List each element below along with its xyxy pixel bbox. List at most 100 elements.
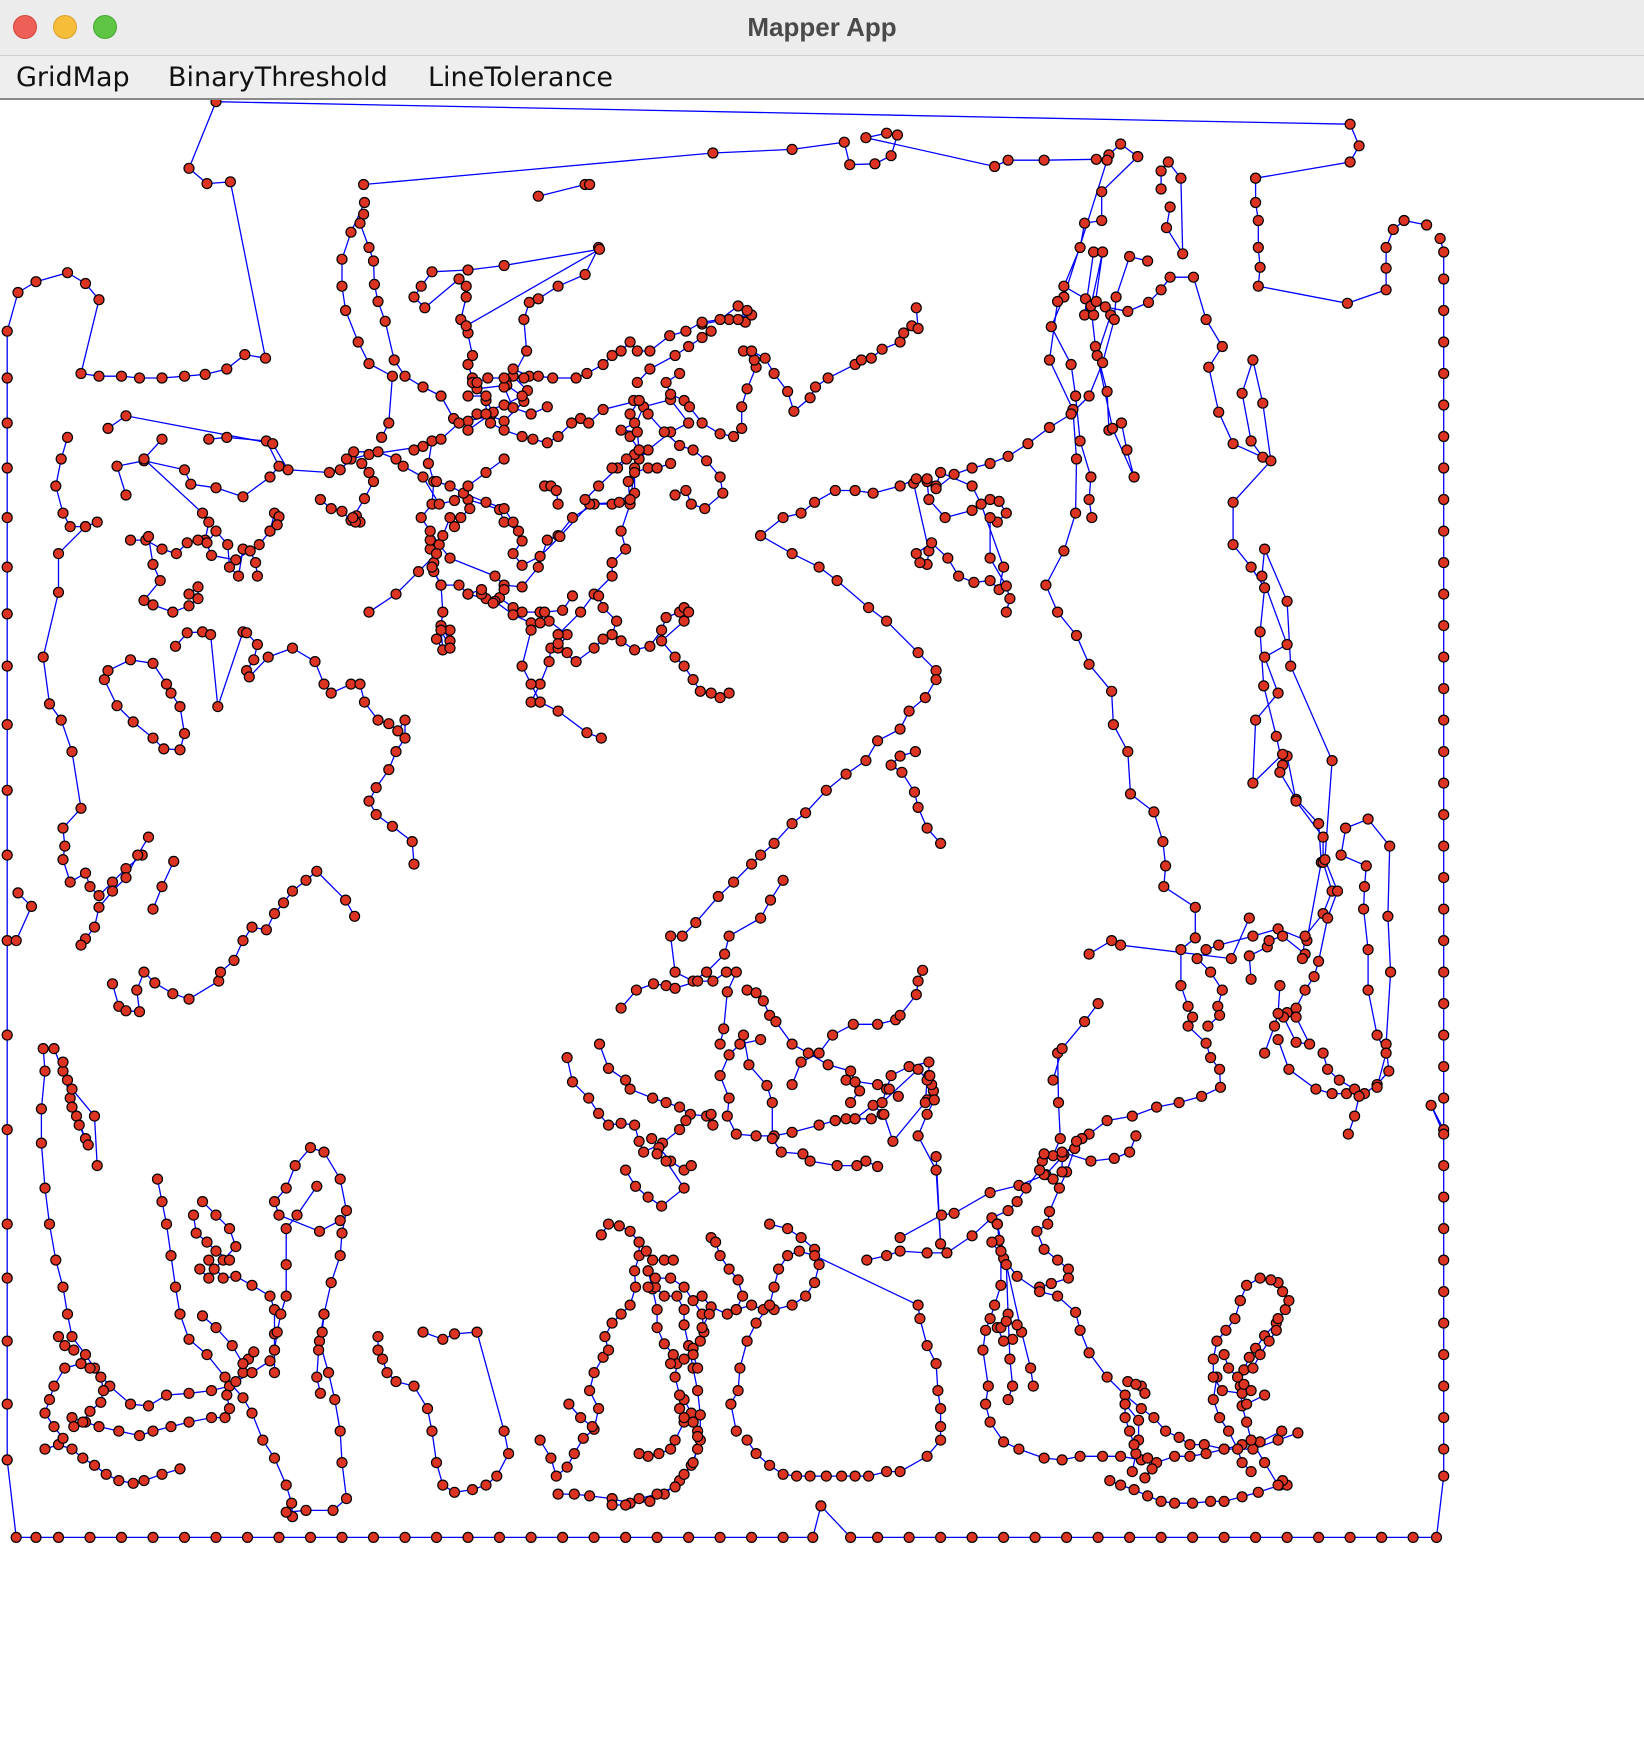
map-vertex-point <box>399 1531 411 1544</box>
map-canvas[interactable] <box>0 100 1644 1742</box>
zoom-window-button[interactable] <box>93 15 117 39</box>
map-segment-line <box>1052 1003 1099 1081</box>
map-vertex-point <box>844 1531 857 1544</box>
map-vertex-point <box>147 599 159 611</box>
title-bar[interactable]: Mapper App <box>0 0 1644 56</box>
map-vertex-point <box>1438 557 1450 569</box>
map-vertex-point <box>1043 421 1056 434</box>
map-vertex-point <box>896 766 908 778</box>
map-vertex-point <box>664 388 677 400</box>
minimize-window-button[interactable] <box>53 15 77 39</box>
map-vertex-point <box>57 1056 69 1068</box>
map-vertex-point <box>923 493 935 506</box>
map-vertex-point <box>1348 1110 1361 1122</box>
map-vertex-point <box>1371 1029 1383 1041</box>
map-vertex-point <box>280 1506 292 1518</box>
map-vertex-point <box>1204 1051 1217 1064</box>
map-vertex-point <box>1141 1490 1154 1502</box>
map-vertex-point <box>397 460 409 472</box>
map-vertex-point <box>871 1160 884 1173</box>
map-vertex-point <box>1312 1531 1325 1544</box>
map-vertex-point <box>1360 860 1372 872</box>
map-vertex-point <box>696 316 708 328</box>
map-vertex-point <box>241 627 253 639</box>
map-vertex-point <box>861 1254 873 1266</box>
map-vertex-point <box>1240 1279 1253 1291</box>
map-vertex-point <box>642 1265 654 1277</box>
menu-line-tolerance[interactable]: LineTolerance <box>428 62 614 93</box>
map-vertex-point <box>133 1006 146 1018</box>
map-vertex-point <box>642 1191 654 1203</box>
map-vertex-point <box>534 1434 546 1446</box>
map-vertex-point <box>880 615 893 627</box>
map-vertex-point <box>687 1294 699 1307</box>
map-vertex-point <box>1272 1479 1284 1491</box>
menu-binary-threshold[interactable]: BinaryThreshold <box>168 62 388 93</box>
map-vertex-point <box>1438 1222 1450 1235</box>
map-segment-line <box>377 1331 510 1493</box>
map-vertex-point <box>1225 952 1237 965</box>
map-vertex-point <box>390 745 402 758</box>
map-vertex-point <box>203 1254 215 1266</box>
map-vertex-point <box>1438 246 1450 258</box>
map-vertex-point <box>876 343 888 355</box>
map-vertex-point <box>516 390 528 402</box>
map-vertex-point <box>37 1042 49 1055</box>
map-vertex-point <box>448 1328 461 1340</box>
map-vertex-point <box>221 1389 233 1401</box>
map-vertex-point <box>721 1110 733 1122</box>
map-vertex-point <box>750 1130 762 1142</box>
map-vertex-point <box>1245 1434 1257 1446</box>
map-vertex-point <box>714 1069 726 1082</box>
map-vertex-point <box>88 1459 101 1471</box>
map-vertex-point <box>183 588 195 600</box>
map-vertex-point <box>642 1281 654 1293</box>
menu-gridmap[interactable]: GridMap <box>16 62 130 93</box>
close-window-button[interactable] <box>13 15 37 39</box>
map-vertex-point <box>885 759 897 771</box>
map-vertex-point <box>525 408 537 420</box>
map-vertex-point <box>786 1078 798 1091</box>
map-vertex-point <box>1218 1495 1230 1508</box>
map-vertex-point <box>138 594 150 606</box>
map-vertex-point <box>1240 1398 1253 1410</box>
map-vertex-point <box>583 178 596 191</box>
map-vertex-point <box>1110 291 1122 303</box>
map-vertex-point <box>928 1094 940 1106</box>
map-vertex-point <box>849 484 861 497</box>
map-vertex-point <box>93 370 105 382</box>
map-vertex-point <box>43 1218 56 1230</box>
map-vertex-point <box>147 657 159 670</box>
map-vertex-point <box>1438 1191 1450 1203</box>
map-vertex-point <box>1115 417 1128 429</box>
map-vertex-point <box>132 849 144 861</box>
map-vertex-point <box>1139 1472 1151 1484</box>
map-vertex-point <box>147 732 159 744</box>
map-vertex-point <box>1031 1225 1043 1237</box>
map-vertex-point <box>1105 685 1118 697</box>
map-vertex-point <box>466 349 479 362</box>
map-vertex-point <box>1249 1531 1262 1544</box>
map-vertex-point <box>1006 1380 1019 1392</box>
map-vertex-point <box>694 1409 706 1421</box>
map-vertex-point <box>239 349 251 361</box>
map-vertex-point <box>1 1335 13 1347</box>
map-vertex-point <box>984 1312 996 1325</box>
map-vertex-point <box>1296 952 1309 965</box>
map-vertex-point <box>831 1159 843 1172</box>
map-vertex-point <box>392 725 404 737</box>
map-vertex-point <box>147 903 159 915</box>
map-vertex-point <box>237 491 249 503</box>
map-vertex-point <box>602 1119 615 1131</box>
map-vertex-point <box>1 512 13 524</box>
map-vertex-point <box>1200 1037 1212 1049</box>
map-vertex-point <box>1331 885 1344 897</box>
map-vertex-point <box>602 1344 615 1356</box>
map-vertex-point <box>230 1270 242 1282</box>
map-vertex-point <box>223 1222 236 1235</box>
map-vertex-point <box>1 561 13 573</box>
map-vertex-point <box>714 1531 726 1544</box>
map-vertex-point <box>1254 1272 1266 1284</box>
map-vertex-point <box>1265 455 1277 467</box>
map-vertex-point <box>213 975 225 987</box>
